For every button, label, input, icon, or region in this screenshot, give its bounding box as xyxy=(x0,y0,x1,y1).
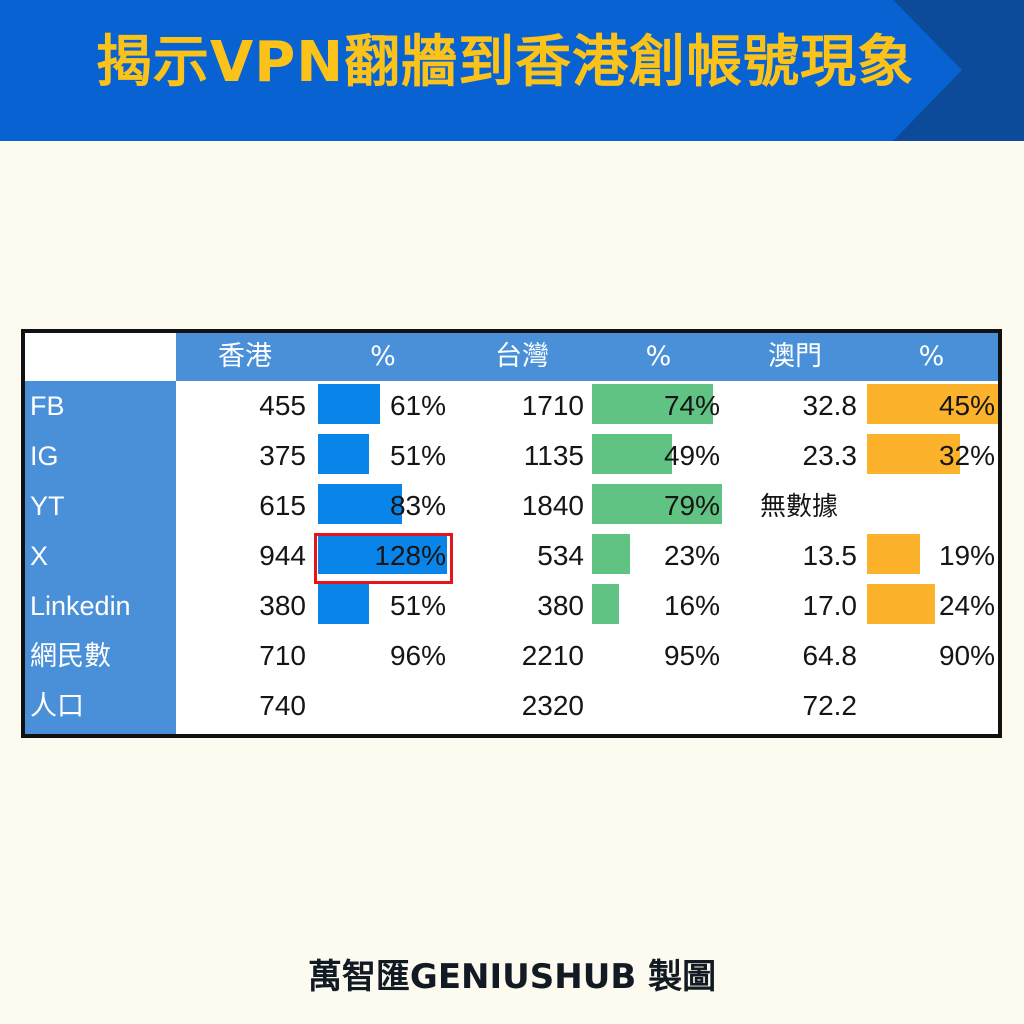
table-row: IG 375 51% 1135 49% 23.3 32% xyxy=(25,431,998,481)
tw-value: 2210 xyxy=(521,640,584,671)
tw-pct: 74% xyxy=(663,390,720,421)
page-title: 揭示VPN翻牆到香港創帳號現象 xyxy=(95,30,915,95)
mo-value: 32.8 xyxy=(802,390,858,421)
column-header-tw: 台灣 xyxy=(452,333,592,381)
hk-pct-cell: 128% xyxy=(318,531,449,581)
mo-pct: 45% xyxy=(938,390,995,421)
hk-data-bar xyxy=(318,534,447,574)
column-header-mo: 澳門 xyxy=(725,333,865,381)
mo-value: 17.0 xyxy=(802,590,858,621)
hk-pct-cell: 96% xyxy=(318,631,449,681)
tw-pct-cell: 49% xyxy=(592,431,723,481)
table-row: Linkedin 380 51% 380 16% 17.0 24% xyxy=(25,581,998,631)
row-label: 網民數 xyxy=(25,631,176,681)
footer-credit: 萬智匯GENIUSHUB 製圖 xyxy=(307,957,717,997)
table-header-row: 香港 % 台灣 % 澳門 % xyxy=(25,333,998,381)
row-label: FB xyxy=(25,381,176,431)
column-header-mo-pct: % xyxy=(865,333,998,381)
column-header-tw-pct: % xyxy=(592,333,725,381)
hk-value: 615 xyxy=(259,490,306,521)
row-label: X xyxy=(25,531,176,581)
hk-data-bar xyxy=(318,484,402,524)
mo-pct-cell: 90% xyxy=(867,631,998,681)
tw-pct-cell: 23% xyxy=(592,531,723,581)
tw-data-bar xyxy=(592,584,619,624)
mo-pct: 90% xyxy=(938,640,995,671)
corner-cell xyxy=(25,333,176,381)
mo-value: 13.5 xyxy=(802,540,858,571)
tw-pct-cell: 79% xyxy=(592,481,723,531)
mo-pct-cell: 32% xyxy=(867,431,998,481)
hk-pct: 128% xyxy=(374,540,446,571)
hk-value: 740 xyxy=(259,690,306,721)
tw-value: 1710 xyxy=(521,390,584,421)
table-row: 人口 740 2320 72.2 xyxy=(25,681,998,734)
mo-pct-cell: 19% xyxy=(867,531,998,581)
hk-data-bar xyxy=(318,584,369,624)
mo-data-bar xyxy=(867,534,920,574)
mo-pct-cell: 24% xyxy=(867,581,998,631)
hk-pct-cell: 51% xyxy=(318,581,449,631)
table-row: X 944 128% 534 23% 13.5 19% xyxy=(25,531,998,581)
tw-pct: 95% xyxy=(663,640,720,671)
tw-value: 2320 xyxy=(521,690,584,721)
column-header-hk-pct: % xyxy=(314,333,452,381)
column-header-hk: 香港 xyxy=(176,333,314,381)
table-row: FB 455 61% 1710 74% 32.8 45% xyxy=(25,381,998,431)
hk-pct-cell: 61% xyxy=(318,381,449,431)
row-label: YT xyxy=(25,481,176,531)
hk-value: 710 xyxy=(259,640,306,671)
hk-pct: 83% xyxy=(389,490,446,521)
mo-value: 64.8 xyxy=(802,640,858,671)
tw-value: 380 xyxy=(537,590,584,621)
mo-data-bar xyxy=(867,434,960,474)
hk-value: 375 xyxy=(259,440,306,471)
hk-value: 380 xyxy=(259,590,306,621)
hk-data-bar xyxy=(318,434,369,474)
tw-pct-cell: 16% xyxy=(592,581,723,631)
hk-pct: 51% xyxy=(389,440,446,471)
hk-value: 944 xyxy=(259,540,306,571)
tw-data-bar xyxy=(592,384,713,424)
tw-value: 1840 xyxy=(521,490,584,521)
mo-pct-cell: 45% xyxy=(867,381,998,431)
tw-data-bar xyxy=(592,484,722,524)
hk-pct-cell: 51% xyxy=(318,431,449,481)
mo-data-bar xyxy=(867,584,935,624)
hk-pct: 96% xyxy=(389,640,446,671)
mo-pct: 19% xyxy=(938,540,995,571)
tw-pct-cell: 95% xyxy=(592,631,723,681)
hk-data-bar xyxy=(318,384,380,424)
data-table: 香港 % 台灣 % 澳門 % FB 455 61% 1710 74% 32.8 … xyxy=(21,329,1002,738)
hk-pct: 51% xyxy=(389,590,446,621)
row-label: IG xyxy=(25,431,176,481)
mo-value: 23.3 xyxy=(802,440,858,471)
mo-pct: 24% xyxy=(938,590,995,621)
highlight-box xyxy=(314,533,453,584)
tw-data-bar xyxy=(592,434,672,474)
hk-pct-cell: 83% xyxy=(318,481,449,531)
table-row: YT 615 83% 1840 79% 無數據 xyxy=(25,481,998,531)
banner-arrow-shape xyxy=(0,0,962,141)
mo-no-data: 無數據 xyxy=(760,491,839,521)
hk-pct: 61% xyxy=(389,390,446,421)
table-row: 網民數 710 96% 2210 95% 64.8 90% xyxy=(25,631,998,681)
mo-pct: 32% xyxy=(938,440,995,471)
tw-pct: 79% xyxy=(663,490,720,521)
tw-value: 1135 xyxy=(523,440,584,471)
tw-pct: 49% xyxy=(663,440,720,471)
mo-data-bar xyxy=(867,384,998,424)
row-label: 人口 xyxy=(25,681,176,734)
row-label: Linkedin xyxy=(25,581,176,631)
title-banner: 揭示VPN翻牆到香港創帳號現象 xyxy=(0,0,1024,141)
tw-pct: 16% xyxy=(663,590,720,621)
mo-value: 72.2 xyxy=(802,690,858,721)
tw-pct: 23% xyxy=(663,540,720,571)
tw-data-bar xyxy=(592,534,630,574)
hk-value: 455 xyxy=(259,390,306,421)
tw-pct-cell: 74% xyxy=(592,381,723,431)
tw-value: 534 xyxy=(537,540,584,571)
